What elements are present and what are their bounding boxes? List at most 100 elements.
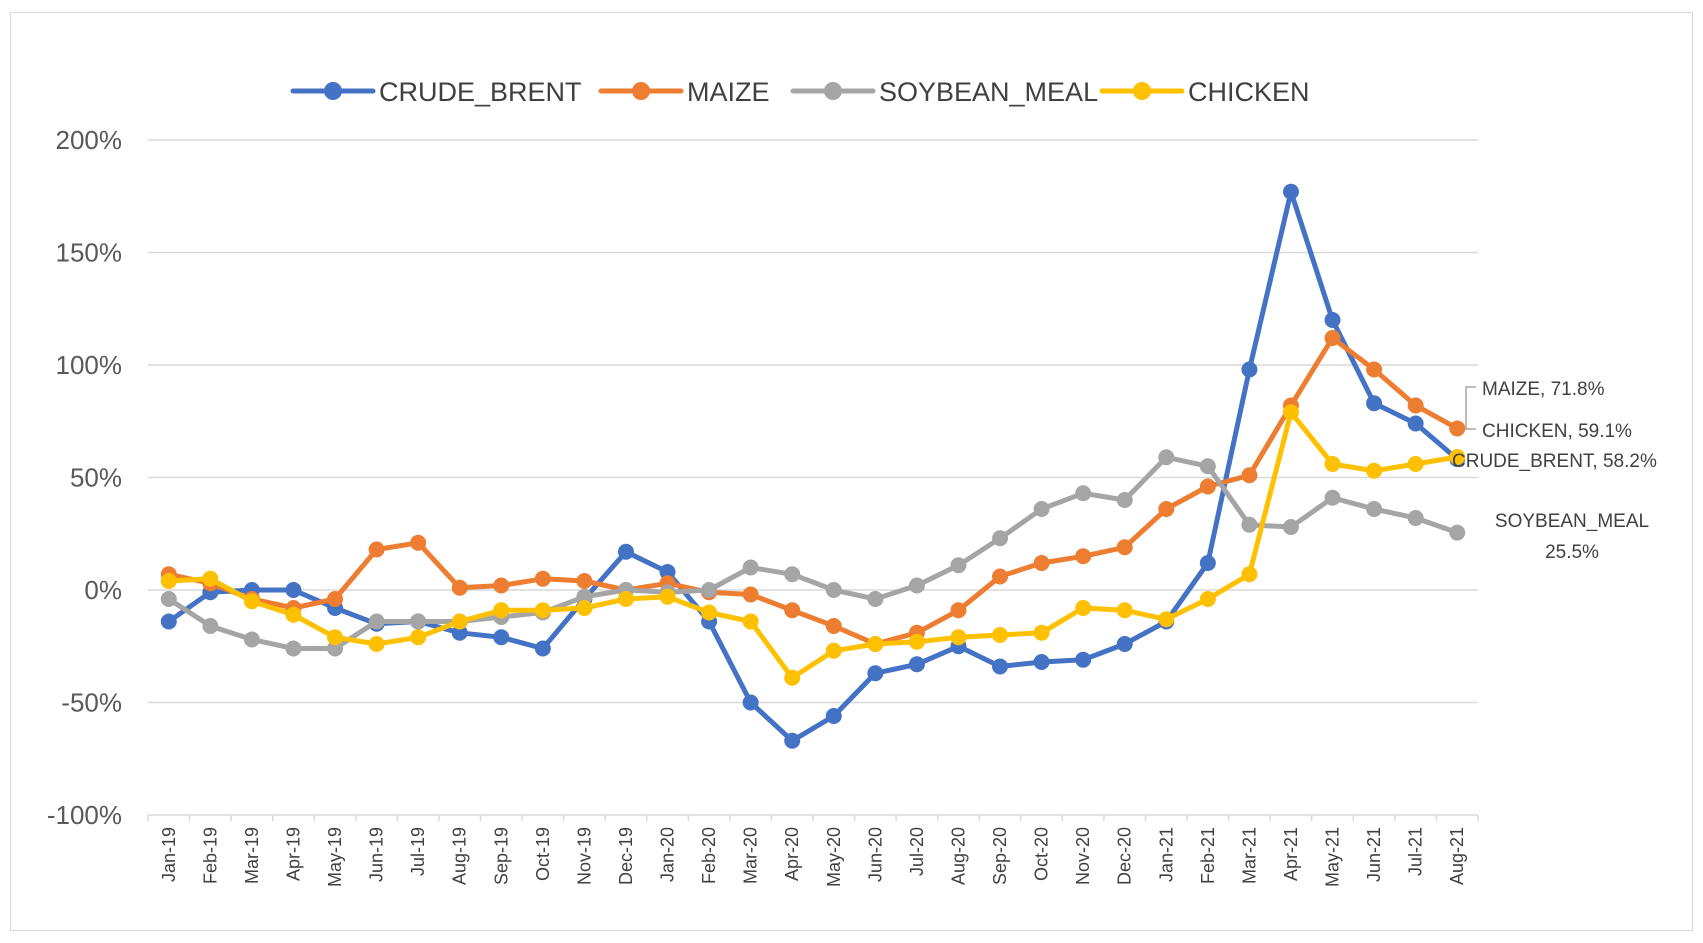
y-tick-label: 200% xyxy=(56,125,123,155)
legend-label: SOYBEAN_MEAL xyxy=(879,77,1098,107)
data-point xyxy=(617,591,634,607)
legend: CRUDE_BRENT MAIZE SOYBEAN_MEAL CHICKEN xyxy=(290,77,1310,107)
legend-marker xyxy=(824,82,842,100)
data-point xyxy=(285,640,302,657)
data-point xyxy=(1407,397,1424,414)
data-point xyxy=(1158,611,1175,628)
legend-item-maize: MAIZE xyxy=(598,77,770,107)
x-tick-label: Feb-19 xyxy=(200,827,220,884)
legend-label: CHICKEN xyxy=(1188,77,1310,107)
y-tick-label: 0% xyxy=(84,575,122,605)
data-point xyxy=(1282,183,1299,200)
x-tick-label: Aug-19 xyxy=(450,827,470,885)
data-point xyxy=(1324,312,1341,328)
data-point xyxy=(576,588,593,605)
x-tick-label: May-19 xyxy=(325,827,345,887)
x-tick-label: Sep-20 xyxy=(990,827,1010,885)
data-point xyxy=(742,613,759,630)
data-point xyxy=(1075,600,1092,616)
data-label: CRUDE_BRENT, 58.2% xyxy=(1452,451,1657,472)
data-point xyxy=(1158,501,1175,517)
data-point xyxy=(1449,524,1466,541)
legend-marker xyxy=(1133,82,1151,100)
x-tick-label: May-21 xyxy=(1323,827,1343,887)
data-point xyxy=(1366,361,1383,378)
x-tick-label: Oct-20 xyxy=(1032,827,1052,881)
x-tick-label: Dec-19 xyxy=(616,827,636,885)
data-point xyxy=(160,591,177,607)
data-point xyxy=(1324,330,1341,346)
data-point xyxy=(1199,555,1216,571)
x-tick-label: Jul-21 xyxy=(1406,827,1426,876)
data-point xyxy=(825,642,842,659)
data-label-value: 25.5% xyxy=(1545,542,1599,563)
data-point xyxy=(992,530,1009,547)
legend-label: MAIZE xyxy=(687,77,770,107)
data-point xyxy=(327,640,344,657)
data-point xyxy=(1075,651,1092,668)
y-tick-label: -100% xyxy=(47,800,122,830)
x-tick-label: Aug-21 xyxy=(1447,827,1467,885)
series-line xyxy=(166,189,1460,744)
data-point xyxy=(784,669,801,686)
data-point xyxy=(825,582,842,598)
x-tick-label: Jun-19 xyxy=(367,827,387,882)
x-tick-label: Dec-20 xyxy=(1115,827,1135,885)
data-point xyxy=(451,624,468,641)
legend-label: CRUDE_BRENT xyxy=(379,77,582,107)
data-point xyxy=(493,577,510,594)
data-point xyxy=(1116,602,1133,619)
data-point xyxy=(1241,361,1258,378)
data-point xyxy=(160,573,177,589)
data-point xyxy=(202,570,219,587)
data-point xyxy=(534,570,551,587)
y-tick-label: 100% xyxy=(56,350,123,380)
data-point xyxy=(784,602,801,619)
x-tick-label: Jan-21 xyxy=(1156,827,1176,882)
data-point xyxy=(867,591,884,607)
data-point xyxy=(992,658,1009,675)
x-tick-label: Jun-21 xyxy=(1364,827,1384,882)
data-point xyxy=(1033,555,1050,571)
data-point xyxy=(742,694,759,711)
data-point xyxy=(742,559,759,576)
data-point xyxy=(1241,566,1258,583)
y-axis: 200% 150% 100% 50% 0% -50% -100% xyxy=(47,125,122,830)
data-point xyxy=(1158,449,1175,466)
legend-marker xyxy=(632,82,650,100)
data-point xyxy=(368,541,385,558)
x-tick-label: Jan-19 xyxy=(159,827,179,882)
data-point xyxy=(908,656,925,673)
data-point xyxy=(1366,501,1383,517)
x-tick-label: Feb-21 xyxy=(1198,827,1218,884)
x-tick-label: Jul-20 xyxy=(907,827,927,876)
data-point xyxy=(950,629,967,646)
series-chicken xyxy=(160,404,1466,686)
data-point xyxy=(742,586,759,603)
data-point xyxy=(1366,462,1383,479)
data-point xyxy=(1407,415,1424,432)
data-point xyxy=(493,629,510,646)
data-point xyxy=(908,633,925,650)
data-point xyxy=(451,613,468,630)
data-point xyxy=(576,600,593,616)
data-point xyxy=(701,582,718,598)
x-tick-label: Jan-20 xyxy=(658,827,678,882)
data-point xyxy=(1075,485,1092,502)
data-point xyxy=(867,636,884,652)
data-point xyxy=(1449,420,1466,437)
x-tick-label: Jul-19 xyxy=(408,827,428,876)
data-point xyxy=(659,564,676,580)
data-point xyxy=(1075,548,1092,565)
data-point xyxy=(950,557,967,574)
data-point xyxy=(368,636,385,652)
x-tick-label: Apr-21 xyxy=(1281,827,1301,881)
data-point xyxy=(908,577,925,594)
data-point xyxy=(1282,404,1299,421)
data-point xyxy=(1116,636,1133,652)
data-point xyxy=(534,602,551,619)
data-point xyxy=(1366,395,1383,412)
data-point xyxy=(1116,539,1133,556)
data-label: MAIZE, 71.8% xyxy=(1482,379,1605,400)
data-label: SOYBEAN_MEAL xyxy=(1495,511,1649,532)
